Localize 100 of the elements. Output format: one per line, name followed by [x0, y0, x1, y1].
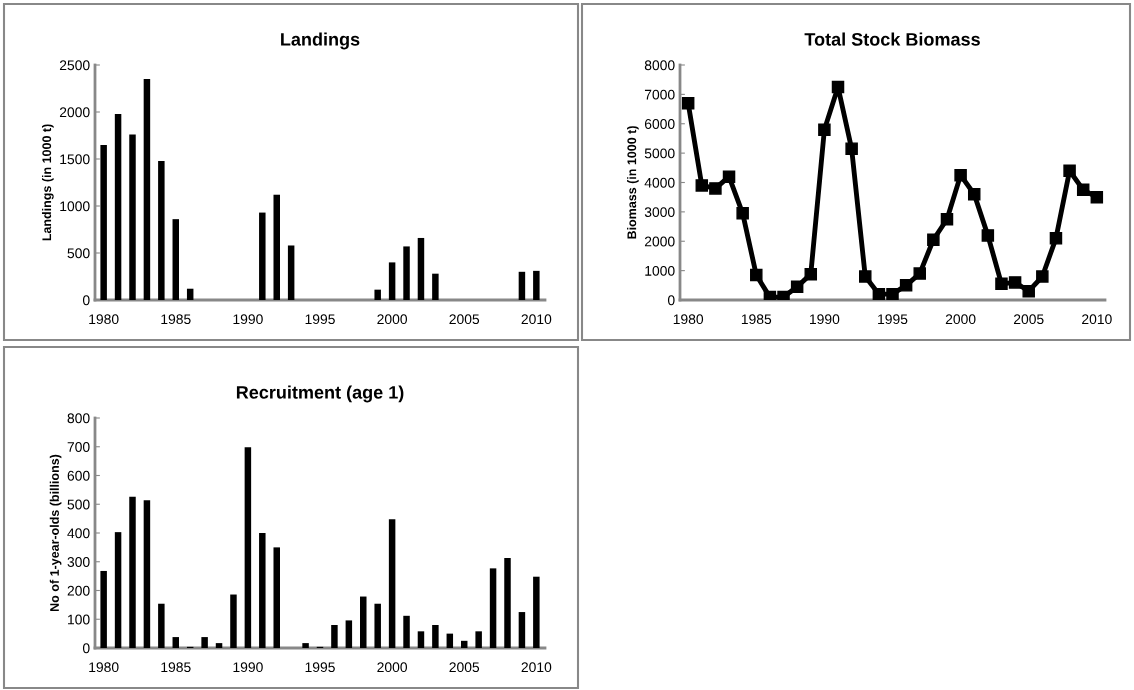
y-tick-label: 200 — [67, 585, 90, 596]
y-tick-label: 5000 — [644, 148, 675, 159]
point — [709, 182, 722, 195]
bar — [143, 500, 151, 648]
point — [790, 280, 804, 294]
chart-title: Recruitment (age 1) — [236, 385, 404, 403]
bar — [432, 273, 439, 300]
bar — [259, 212, 266, 300]
y-tick-label: 6000 — [644, 119, 675, 129]
point — [722, 170, 736, 183]
x-tick-label: 1990 — [233, 314, 263, 325]
bar — [374, 289, 381, 300]
chart-title: Total Stock Biomass — [804, 32, 980, 46]
bar — [230, 594, 237, 648]
bar — [533, 270, 540, 300]
y-tick-label: 700 — [67, 442, 90, 452]
bar — [100, 570, 107, 648]
y-tick-label: 100 — [68, 614, 90, 625]
bar — [201, 637, 208, 648]
bar — [273, 547, 280, 648]
bar — [504, 558, 511, 648]
bar — [129, 134, 136, 300]
bar — [446, 633, 454, 648]
x-tick-label: 1990 — [233, 662, 263, 673]
y-tick-label: 1500 — [60, 154, 90, 165]
bar — [302, 643, 309, 648]
y-tick-label: 0 — [667, 295, 675, 306]
point — [981, 229, 995, 242]
x-tick-label: 2000 — [377, 314, 408, 325]
y-tick-label: 2000 — [644, 236, 675, 247]
bar — [172, 219, 180, 300]
bar — [129, 496, 136, 648]
y-tick-label: 3000 — [644, 207, 675, 218]
y-tick-label: 500 — [67, 248, 90, 259]
bar — [114, 532, 122, 648]
point — [804, 267, 818, 281]
bar — [331, 625, 338, 648]
bar — [489, 568, 497, 648]
point — [1036, 270, 1049, 283]
y-tick-label: 4000 — [644, 177, 675, 188]
bar — [158, 160, 165, 300]
x-tick-label: 2005 — [1013, 314, 1044, 325]
x-tick-label: 1980 — [673, 314, 704, 325]
point — [967, 187, 981, 201]
y-tick-label: 2500 — [59, 60, 90, 71]
bar — [244, 447, 252, 648]
bar — [259, 533, 266, 648]
bar — [215, 643, 223, 648]
point — [1008, 276, 1022, 289]
x-tick-label: 1985 — [741, 314, 772, 325]
point — [899, 279, 913, 292]
x-tick-label: 1995 — [305, 314, 335, 325]
y-axis-title: Biomass (in 1000 t) — [627, 126, 639, 239]
point — [1076, 183, 1090, 197]
bar — [432, 625, 439, 648]
bar — [114, 113, 122, 300]
bar — [374, 603, 381, 648]
point — [995, 277, 1008, 291]
point — [695, 179, 709, 192]
bar — [518, 612, 526, 648]
x-tick-label: 1980 — [89, 662, 119, 673]
y-tick-label: 600 — [67, 470, 90, 481]
x-tick-label: 2010 — [1082, 314, 1112, 325]
point — [681, 96, 695, 110]
bar — [417, 237, 425, 300]
y-tick-label: 0 — [82, 295, 90, 306]
point — [736, 207, 749, 220]
x-tick-label: 2000 — [377, 662, 408, 673]
point — [1049, 232, 1063, 245]
bar — [345, 620, 353, 648]
point — [818, 123, 831, 136]
x-tick-label: 1985 — [161, 314, 191, 325]
point — [954, 168, 967, 182]
point — [913, 267, 926, 280]
bar — [475, 631, 482, 648]
point — [845, 142, 858, 155]
y-tick-label: 0 — [82, 643, 90, 654]
point — [872, 287, 886, 300]
y-tick-label: 400 — [67, 528, 90, 539]
y-tick-label: 800 — [67, 413, 90, 424]
point — [750, 268, 763, 282]
y-tick-label: 1000 — [645, 265, 675, 276]
chart-title: Landings — [281, 32, 360, 50]
x-tick-label: 1980 — [89, 314, 119, 325]
point — [927, 233, 940, 247]
x-tick-label: 2000 — [945, 314, 976, 325]
bar — [143, 79, 151, 300]
point — [1090, 190, 1104, 204]
point — [886, 287, 899, 300]
point — [859, 270, 872, 283]
bar — [403, 246, 410, 300]
bar — [186, 288, 194, 300]
bar — [417, 631, 425, 648]
y-tick-label: 300 — [67, 557, 90, 567]
bar — [403, 615, 410, 648]
point — [1063, 164, 1076, 178]
x-tick-label: 1995 — [305, 662, 335, 673]
bar — [533, 576, 540, 648]
y-tick-label: 7000 — [644, 89, 675, 100]
bar — [100, 144, 107, 300]
